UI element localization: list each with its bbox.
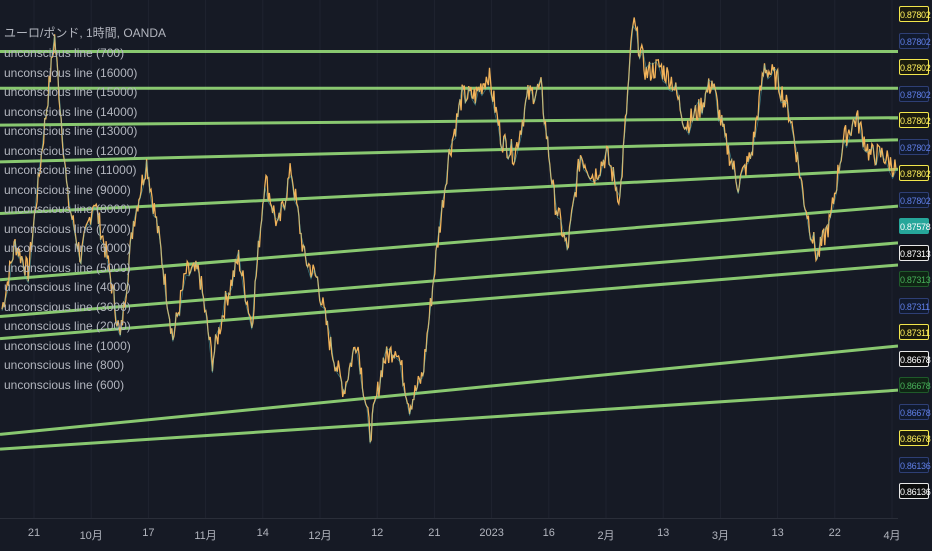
- price-tag: 0.87311: [899, 297, 930, 314]
- legend-item[interactable]: unconscious line (2000): [4, 319, 131, 333]
- price-tag: 0.86678: [899, 430, 931, 446]
- time-axis[interactable]: 21 10月 17 11月 14 12月 12 21 2023 16 2月 13 3月 13 22 4月: [0, 518, 901, 551]
- price-tag: 0.87802: [899, 85, 931, 102]
- legend-item[interactable]: unconscious line (5000): [4, 260, 131, 275]
- time-tick: 3月: [711, 530, 729, 542]
- level-line[interactable]: [0, 241, 898, 319]
- series-title: ユーロ/ポンド, 1時間, OANDA: [4, 26, 167, 40]
- level-line[interactable]: [0, 344, 898, 436]
- legend-item[interactable]: unconscious line (8000): [4, 202, 131, 216]
- level-line[interactable]: [0, 116, 898, 127]
- price-tag: 0.87802: [899, 59, 931, 75]
- legend-item[interactable]: unconscious line (13000): [4, 124, 138, 138]
- time-tick: 13: [657, 527, 670, 539]
- price-tag: 0.86678: [899, 377, 931, 393]
- time-tick: 21: [428, 527, 441, 539]
- price-scale[interactable]: 0.87802 0.87802 0.87802 0.87802 0.87802 0.878…: [898, 0, 932, 518]
- time-tick: 16: [542, 527, 555, 539]
- price-tag: 0.87802: [899, 191, 931, 208]
- price-tag: 0.87802: [899, 165, 931, 181]
- chart-plot[interactable]: [0, 0, 898, 518]
- price-tag: 0.87311: [899, 324, 930, 340]
- legend-item[interactable]: unconscious line (1000): [4, 338, 131, 353]
- level-line[interactable]: [0, 167, 898, 215]
- legend-item[interactable]: unconscious line (4000): [4, 280, 131, 294]
- legend-item[interactable]: unconscious line (3000): [4, 299, 131, 314]
- legend-item[interactable]: unconscious line (700): [4, 46, 125, 60]
- level-line[interactable]: [0, 263, 898, 341]
- legend-item[interactable]: unconscious line (16000): [4, 65, 138, 80]
- time-tick: 10月: [79, 530, 103, 542]
- time-tick: 17: [142, 527, 155, 539]
- legend-item[interactable]: unconscious line (6000): [4, 241, 131, 255]
- price-tag: 0.87802: [899, 112, 931, 128]
- time-tick: 11月: [194, 530, 217, 542]
- legend-item[interactable]: unconscious line (14000): [4, 104, 138, 119]
- legend-item[interactable]: unconscious line (11000): [4, 163, 137, 177]
- time-tick: 21: [27, 527, 41, 539]
- indicator-legend: unconscious line (700) unconscious line (…: [4, 44, 137, 395]
- time-tick: 14: [256, 527, 269, 539]
- time-tick: 12月: [308, 530, 332, 542]
- price-tag: 0.87578: [899, 218, 931, 234]
- legend-item[interactable]: unconscious line (800): [4, 358, 125, 372]
- price-tag: 0.86678: [899, 350, 931, 367]
- price-tag: 0.87313: [899, 244, 931, 261]
- legend-item[interactable]: unconscious line (12000): [4, 143, 138, 158]
- legend-item[interactable]: unconscious line (7000): [4, 221, 131, 236]
- level-line[interactable]: [0, 204, 898, 282]
- time-tick: 22: [828, 527, 841, 539]
- price-tag: 0.87802: [899, 32, 931, 49]
- level-line[interactable]: [0, 388, 898, 451]
- time-tick: 2023: [479, 527, 504, 539]
- price-line-secondary: [1, 24, 897, 444]
- time-tick: 12: [371, 527, 384, 539]
- price-tag: 0.86678: [899, 403, 931, 420]
- price-tag: 0.87802: [899, 138, 931, 155]
- price-tag: 0.86136: [899, 456, 931, 473]
- time-tick: 4月: [883, 530, 901, 542]
- price-tag: 0.87313: [899, 271, 931, 287]
- price-tag: 0.87802: [899, 6, 931, 22]
- time-tick: 13: [771, 527, 784, 539]
- legend-item[interactable]: unconscious line (600): [4, 377, 125, 392]
- price-tag: 0.86136: [899, 483, 931, 499]
- price-line: [1, 17, 897, 443]
- legend-item[interactable]: unconscious line (15000): [4, 85, 138, 99]
- legend-item[interactable]: unconscious line (9000): [4, 182, 131, 197]
- time-tick: 2月: [597, 530, 615, 542]
